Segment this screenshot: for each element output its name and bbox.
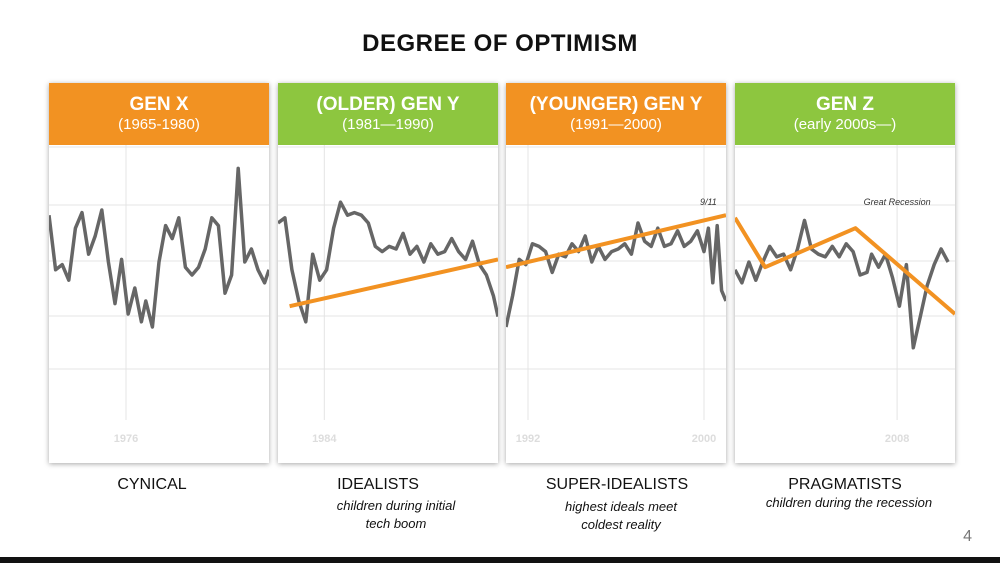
trend-line <box>735 216 955 316</box>
series-line <box>278 200 498 324</box>
series-line <box>735 218 950 350</box>
panel-name: GEN X <box>129 94 189 115</box>
line-chart: 1976 <box>49 145 269 445</box>
panel-years: (early 2000s—) <box>793 116 897 133</box>
annotation-label: 9/11 <box>700 197 717 207</box>
panel-sublabel: children during initial <box>336 498 456 513</box>
x-tick-label: 2008 <box>885 433 909 445</box>
line-chart: 1992 2000 9/11 <box>506 145 726 445</box>
bottom-bar <box>0 557 1000 563</box>
panel-younger-gen-y: (YOUNGER) GEN Y (1991—2000) 1992 2000 9/11 <box>506 83 726 463</box>
trend-line <box>506 213 726 270</box>
panel-name: (OLDER) GEN Y <box>316 94 460 115</box>
panel-sublabel: coldest reality <box>581 517 661 532</box>
trend-line <box>289 257 498 309</box>
panel-name: GEN Z <box>815 94 875 115</box>
x-tick-label: 1992 <box>516 433 540 445</box>
panel-years: (1965-1980) <box>118 116 200 133</box>
line-chart: 2008 Great Recession <box>735 145 955 445</box>
panel-label: SUPER-IDEALISTS <box>545 476 689 493</box>
panel-header: (YOUNGER) GEN Y (1991—2000) <box>506 83 726 145</box>
x-tick-label: 1976 <box>114 433 138 445</box>
panel-header: GEN Z (early 2000s—) <box>735 83 955 145</box>
panel-label: CYNICAL <box>117 476 187 493</box>
panel-name: (YOUNGER) GEN Y <box>529 94 703 115</box>
panel-header: GEN X (1965-1980) <box>49 83 269 145</box>
panel-sublabel: tech boom <box>365 516 427 531</box>
line-chart: 1984 <box>278 145 498 445</box>
x-tick-label: 2000 <box>692 433 716 445</box>
panel-gen-x: GEN X (1965-1980) 1976 <box>49 83 269 463</box>
panel-years: (1981—1990) <box>342 116 434 133</box>
panel-older-gen-y: (OLDER) GEN Y (1981—1990) 1984 <box>278 83 498 463</box>
page-title: DEGREE OF OPTIMISM <box>362 30 638 57</box>
series-line <box>49 166 269 329</box>
panel-sublabel: children during the recession <box>765 495 933 510</box>
x-tick-label: 1984 <box>312 433 337 445</box>
panel-label: PRAGMATISTS <box>788 476 902 493</box>
panel-label: IDEALISTS <box>337 476 419 493</box>
panel-years: (1991—2000) <box>570 116 662 133</box>
panel-sublabel: highest ideals meet <box>564 499 677 514</box>
page-number: 4 <box>963 528 972 545</box>
panel-gen-z: GEN Z (early 2000s—) 2008 Great Recession <box>735 83 955 463</box>
annotation-label: Great Recession <box>864 197 931 207</box>
panel-header: (OLDER) GEN Y (1981—1990) <box>278 83 498 145</box>
series-line <box>506 221 726 328</box>
